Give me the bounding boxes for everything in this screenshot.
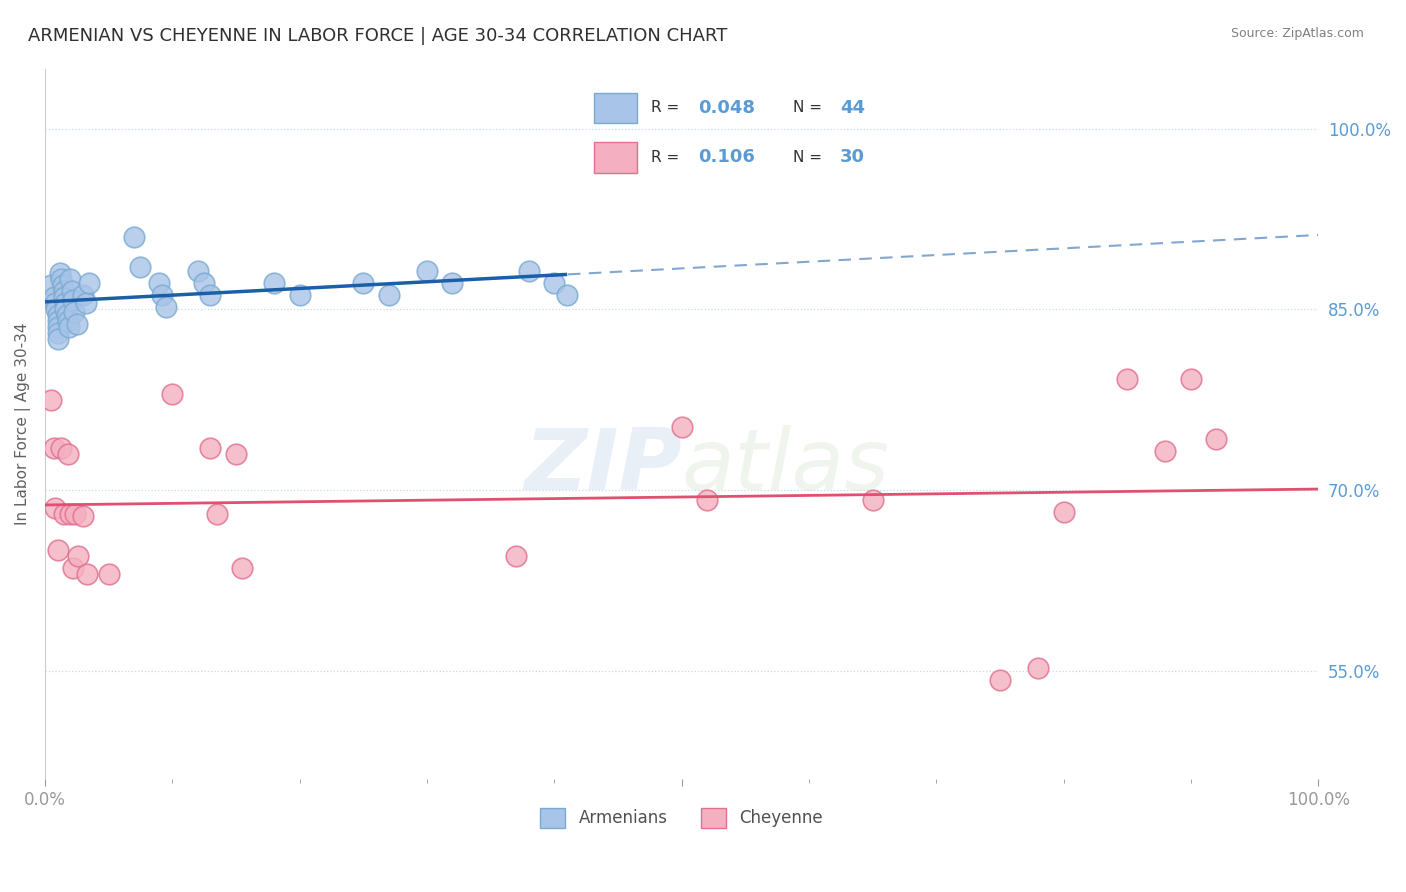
- Text: ARMENIAN VS CHEYENNE IN LABOR FORCE | AGE 30-34 CORRELATION CHART: ARMENIAN VS CHEYENNE IN LABOR FORCE | AG…: [28, 27, 727, 45]
- Point: [72, 509, 94, 524]
- Point: [352, 276, 374, 290]
- Point: [39, 278, 62, 293]
- Point: [187, 264, 209, 278]
- Point: [200, 441, 222, 455]
- Point: [225, 447, 247, 461]
- Point: [46, 326, 69, 341]
- Point: [53, 285, 76, 299]
- Point: [59, 507, 82, 521]
- Point: [44, 501, 66, 516]
- Point: [66, 317, 89, 331]
- Point: [441, 276, 464, 290]
- Point: [263, 276, 285, 290]
- Point: [79, 276, 101, 290]
- Point: [696, 492, 718, 507]
- Point: [416, 264, 439, 278]
- Text: ZIP: ZIP: [524, 425, 682, 508]
- Point: [60, 285, 83, 299]
- Point: [76, 567, 98, 582]
- Point: [65, 507, 87, 521]
- Text: 44: 44: [839, 99, 865, 117]
- Point: [39, 392, 62, 407]
- Point: [555, 288, 578, 302]
- Point: [505, 549, 527, 564]
- Point: [55, 309, 77, 323]
- Point: [129, 260, 152, 275]
- Point: [45, 302, 67, 317]
- Point: [377, 288, 399, 302]
- Point: [62, 561, 84, 575]
- Point: [862, 492, 884, 507]
- Point: [72, 288, 94, 302]
- Point: [46, 333, 69, 347]
- Point: [42, 290, 65, 304]
- Point: [148, 276, 170, 290]
- Point: [46, 309, 69, 323]
- Text: atlas: atlas: [682, 425, 890, 508]
- Text: 0.106: 0.106: [699, 148, 755, 166]
- Y-axis label: In Labor Force | Age 30-34: In Labor Force | Age 30-34: [15, 323, 31, 525]
- Point: [288, 288, 311, 302]
- Point: [59, 272, 82, 286]
- Point: [66, 549, 89, 564]
- Point: [1116, 372, 1139, 386]
- Point: [46, 314, 69, 328]
- Point: [53, 290, 76, 304]
- Legend: Armenians, Cheyenne: Armenians, Cheyenne: [534, 801, 830, 835]
- Point: [46, 320, 69, 334]
- Point: [231, 561, 253, 575]
- Point: [1180, 372, 1202, 386]
- Text: Source: ZipAtlas.com: Source: ZipAtlas.com: [1230, 27, 1364, 40]
- Text: N =: N =: [793, 101, 827, 115]
- Point: [200, 288, 222, 302]
- Point: [58, 320, 80, 334]
- Text: 0.048: 0.048: [699, 99, 755, 117]
- Point: [49, 266, 72, 280]
- Point: [122, 230, 145, 244]
- Point: [543, 276, 565, 290]
- Point: [53, 302, 76, 317]
- Point: [1205, 433, 1227, 447]
- Point: [205, 507, 228, 521]
- Point: [53, 296, 76, 310]
- Point: [75, 296, 97, 310]
- Text: R =: R =: [651, 150, 685, 165]
- Point: [56, 447, 79, 461]
- Point: [1052, 505, 1074, 519]
- Point: [56, 314, 79, 328]
- Text: N =: N =: [793, 150, 827, 165]
- Point: [155, 300, 177, 314]
- Point: [193, 276, 215, 290]
- Point: [1026, 661, 1049, 675]
- Point: [53, 507, 76, 521]
- Point: [44, 296, 66, 310]
- Point: [46, 543, 69, 558]
- Point: [160, 386, 183, 401]
- Point: [97, 567, 120, 582]
- Point: [63, 304, 86, 318]
- Point: [62, 293, 84, 307]
- Point: [150, 288, 173, 302]
- Point: [52, 278, 75, 293]
- Bar: [593, 142, 637, 173]
- Point: [51, 272, 73, 286]
- Point: [1154, 444, 1177, 458]
- Bar: [593, 93, 637, 123]
- Point: [517, 264, 540, 278]
- Point: [988, 673, 1011, 688]
- Point: [671, 420, 693, 434]
- Point: [42, 441, 65, 455]
- Text: R =: R =: [651, 101, 685, 115]
- Text: 30: 30: [839, 148, 865, 166]
- Point: [51, 441, 73, 455]
